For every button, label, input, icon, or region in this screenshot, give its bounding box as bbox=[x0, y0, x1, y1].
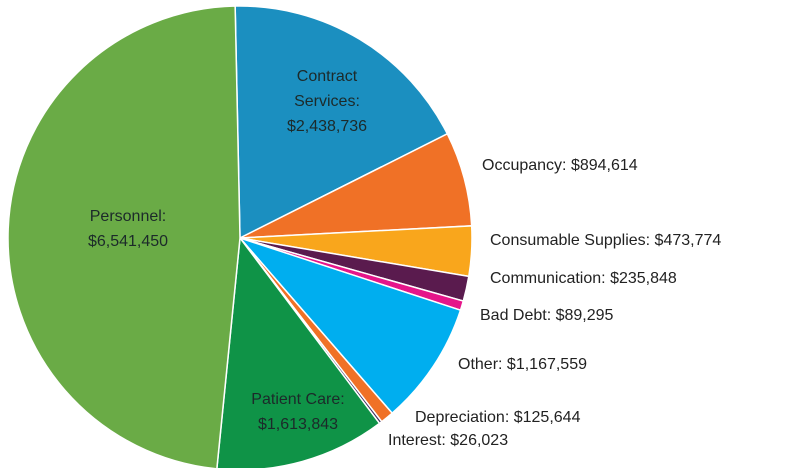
value-label: $125,644 bbox=[513, 409, 581, 426]
value-label: $2,438,736 bbox=[286, 118, 368, 135]
slice-label: Consumable Supplies: $473,774 bbox=[490, 228, 721, 253]
pie-slice bbox=[7, 5, 241, 468]
category-label: Consumable Supplies: bbox=[490, 232, 651, 249]
value-label: $1,613,843 bbox=[257, 416, 339, 433]
slice-label: Bad Debt: $89,295 bbox=[480, 303, 613, 328]
category-label: Patient Care: bbox=[251, 391, 345, 408]
category-label: Communication: bbox=[490, 270, 606, 287]
pie-slice bbox=[216, 236, 381, 468]
slice-label: Interest: $26,023 bbox=[388, 428, 508, 453]
slice-label: Patient Care: $1,613,843 bbox=[238, 387, 358, 437]
category-label: Interest: bbox=[388, 432, 446, 449]
value-label: $89,295 bbox=[555, 307, 614, 324]
pie-slice bbox=[234, 5, 449, 240]
slice-label: Depreciation: $125,644 bbox=[415, 405, 580, 430]
value-label: $6,541,450 bbox=[87, 233, 169, 250]
slice-label: Communication: $235,848 bbox=[490, 266, 677, 291]
value-label: $894,614 bbox=[570, 157, 638, 174]
category-label: Depreciation: bbox=[415, 409, 510, 426]
category-label: Bad Debt: bbox=[480, 307, 552, 324]
slice-label: Other: $1,167,559 bbox=[458, 352, 587, 377]
category-label: Personnel: bbox=[89, 208, 167, 225]
category-label: Contract Services: bbox=[294, 68, 360, 110]
value-label: $1,167,559 bbox=[506, 356, 587, 373]
pie-slice bbox=[237, 236, 462, 415]
category-label: Other: bbox=[458, 356, 503, 373]
value-label: $26,023 bbox=[450, 432, 509, 449]
slice-label: Contract Services: $2,438,736 bbox=[262, 64, 392, 139]
slice-label: Occupancy: $894,614 bbox=[482, 153, 638, 178]
category-label: Occupancy: bbox=[482, 157, 567, 174]
value-label: $473,774 bbox=[654, 232, 722, 249]
slice-label: Personnel: $6,541,450 bbox=[58, 204, 198, 254]
value-label: $235,848 bbox=[610, 270, 677, 287]
